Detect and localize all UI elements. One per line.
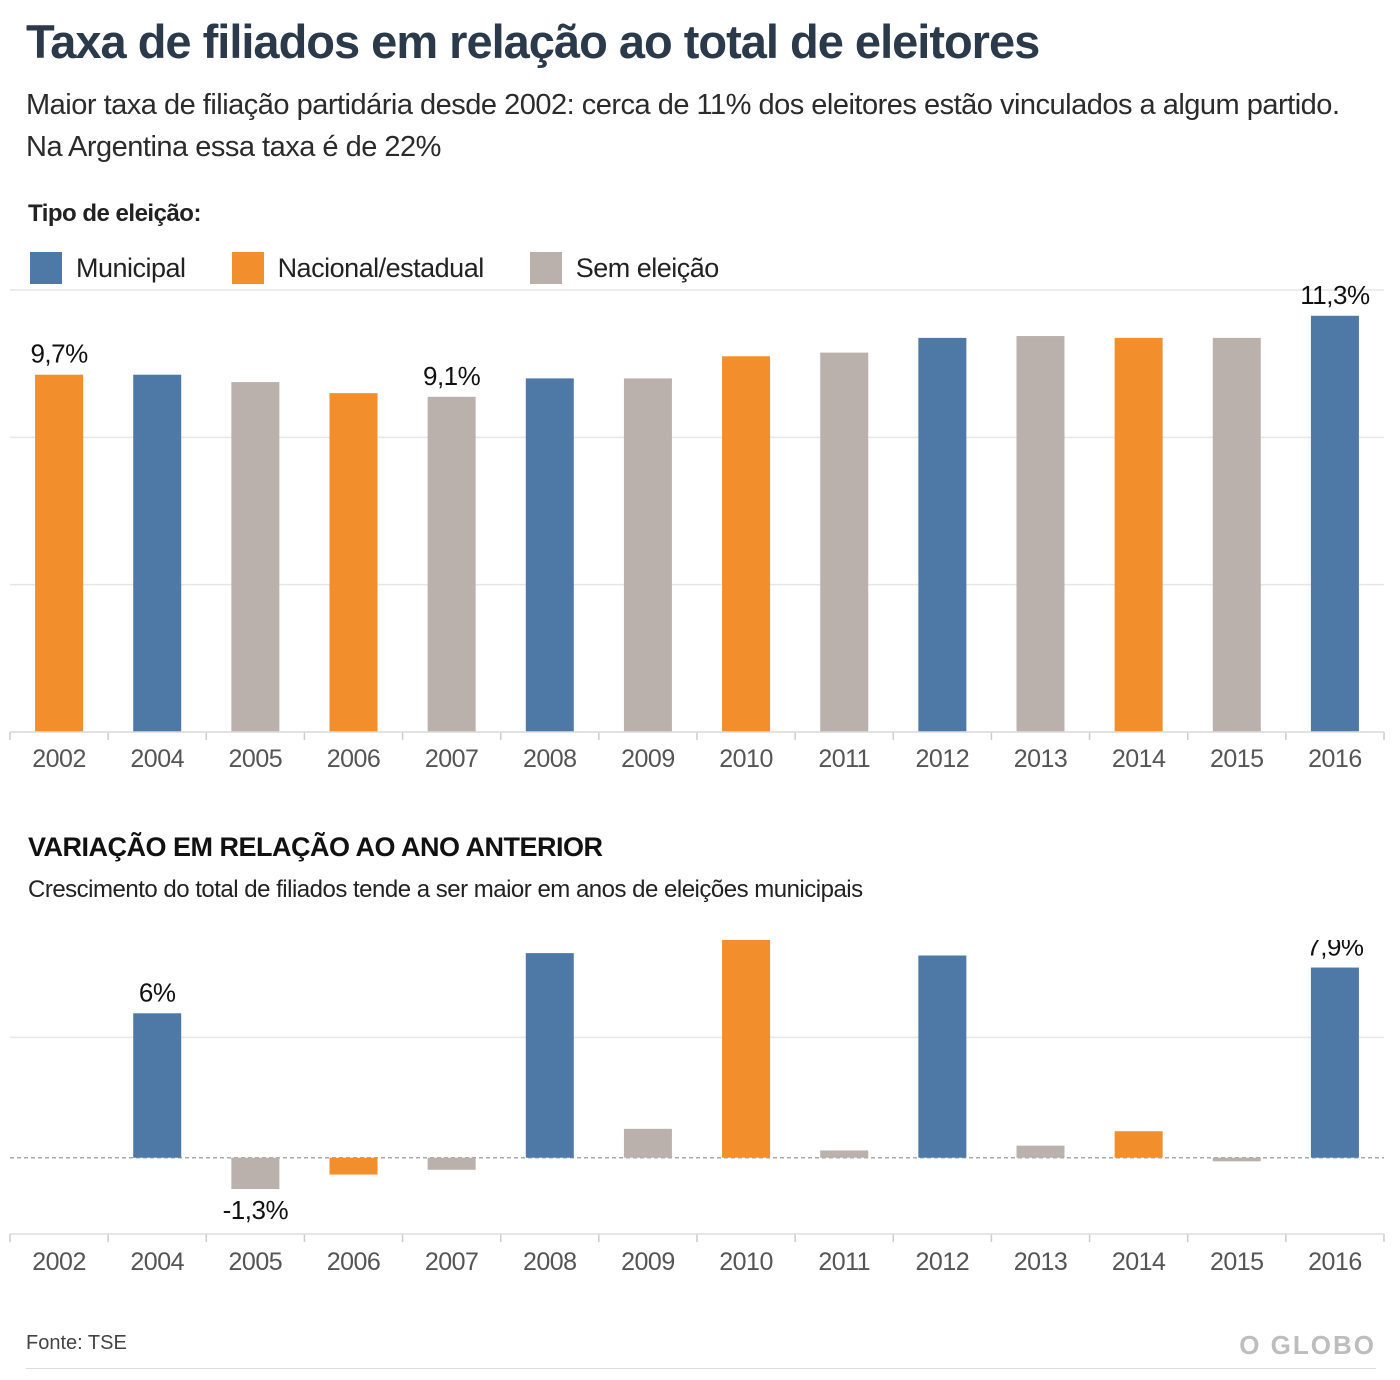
legend-label-sem-eleicao: Sem eleição [575,252,720,283]
bar-2005 [231,1157,280,1190]
x-tick-label-2014: 2014 [1112,1248,1166,1276]
legend: Municipal Nacional/estadual Sem eleição [30,252,765,284]
variation-section-title: VARIAÇÃO EM RELAÇÃO AO ANO ANTERIOR [28,832,603,862]
value-label-2002: 9,7% [30,339,88,369]
x-tick-label-2007: 2007 [425,1248,479,1276]
legend-item-sem-eleicao: Sem eleição [529,252,720,284]
x-tick-label-2010: 2010 [719,745,773,773]
bar-2016 [1310,967,1359,1158]
bar-2004 [133,1013,182,1158]
bar-2002 [35,374,84,732]
legend-item-municipal: Municipal [30,252,186,284]
legend-title: Tipo de eleição: [28,200,201,227]
bar-2008 [525,378,574,732]
bar-2006 [329,1157,378,1175]
bar-2013 [1016,1145,1065,1158]
bar-2015 [1212,1157,1261,1162]
legend-swatch-nacional-estadual [231,252,264,284]
x-tick-label-2008: 2008 [523,1248,577,1276]
x-tick-label-2013: 2013 [1014,1248,1068,1276]
x-tick-label-2004: 2004 [130,1248,184,1276]
bar-2012 [918,337,967,732]
bar-2009 [623,1128,672,1158]
x-tick-label-2011: 2011 [818,1248,870,1276]
value-label-2016: 7,9% [1306,940,1364,962]
x-tick-label-2005: 2005 [229,1248,283,1276]
source-note: Fonte: TSE [26,1332,127,1354]
x-tick-label-2011: 2011 [818,745,870,773]
bar-2005 [231,382,280,732]
bar-2007 [427,396,476,732]
page-title: Taxa de filiados em relação ao total de … [26,15,1040,68]
page-subtitle: Maior taxa de filiação partidária desde … [26,89,1340,163]
x-tick-label-2009: 2009 [621,745,675,773]
bar-2009 [623,378,672,732]
legend-label-nacional-estadual: Nacional/estadual [277,252,485,283]
filiation-rate-chart: 9,7% 2002 2004 2005 2006 9,1% 2007 2008 2009 2010… [9,280,1385,773]
bar-2008 [525,953,574,1158]
x-tick-label-2006: 2006 [327,1248,381,1276]
bar-2011 [820,1150,869,1158]
x-tick-label-2002: 2002 [32,1248,86,1276]
x-tick-label-2009: 2009 [621,1248,675,1276]
x-tick-label-2012: 2012 [916,1248,970,1276]
x-tick-label-2006: 2006 [327,745,381,773]
x-tick-label-2015: 2015 [1210,745,1264,773]
brand-logo: O GLOBO [1239,1330,1376,1360]
x-tick-label-2013: 2013 [1014,745,1068,773]
x-tick-label-2014: 2014 [1112,745,1166,773]
x-tick-label-2015: 2015 [1210,1248,1264,1276]
x-tick-label-2007: 2007 [425,745,479,773]
variation-chart: 20026%2004-1,3%200520062007200820099,9%2… [9,940,1385,1276]
legend-item-nacional-estadual: Nacional/estadual [231,252,485,284]
bar-2012 [918,955,967,1158]
value-label-2004: 6% [139,977,176,1007]
bar-2007 [427,1157,476,1170]
bar-2014 [1114,1131,1163,1158]
legend-swatch-municipal [30,252,62,284]
value-label-2005: -1,3% [223,1195,289,1225]
x-tick-label-2016: 2016 [1308,1248,1362,1276]
bar-2015 [1212,337,1261,732]
value-label-2016: 11,3% [1300,280,1370,310]
x-tick-label-2008: 2008 [523,745,577,773]
bar-2010 [722,356,771,732]
bar-2013 [1016,336,1065,732]
bar-2010 [722,940,771,1158]
legend-label-municipal: Municipal [76,252,186,283]
x-tick-label-2012: 2012 [916,745,970,773]
x-tick-label-2016: 2016 [1308,745,1362,773]
footer-divider [26,1368,1376,1369]
x-tick-label-2004: 2004 [130,745,184,773]
x-tick-label-2010: 2010 [719,1248,773,1276]
bar-2011 [820,352,869,732]
variation-section-subtitle: Crescimento do total de filiados tende a… [28,876,863,903]
value-label-2007: 9,1% [423,361,481,391]
bar-2014 [1114,337,1163,732]
bar-2006 [329,393,378,732]
x-tick-label-2002: 2002 [32,745,86,773]
bar-2016 [1310,315,1359,732]
x-tick-label-2005: 2005 [229,745,283,773]
bar-2004 [133,374,182,732]
legend-swatch-sem-eleicao [529,252,562,284]
